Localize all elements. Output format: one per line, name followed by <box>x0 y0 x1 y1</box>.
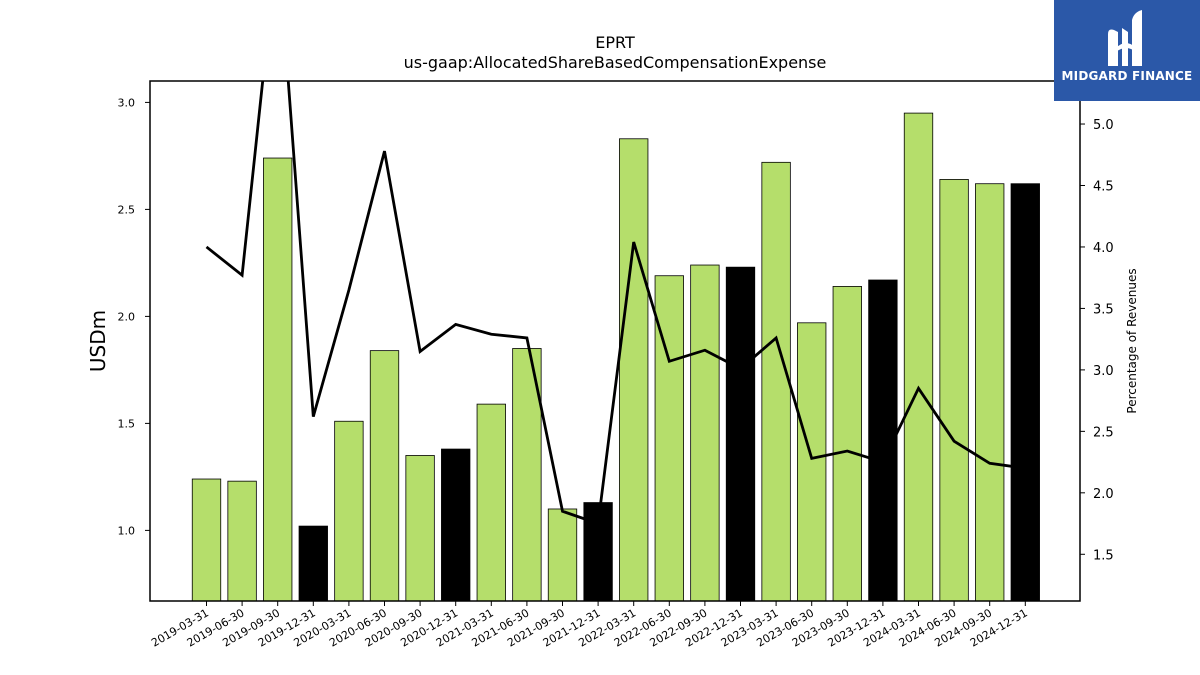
y-axis-left: 1.0 1.5 2.0 2.5 3.0 <box>118 96 150 537</box>
y-tick-label: 1.0 <box>118 524 136 537</box>
bar <box>725 266 756 602</box>
y2-tick-label: 4.0 <box>1093 241 1114 256</box>
bar <box>227 480 257 602</box>
bar <box>263 157 293 602</box>
y-tick-label: 2.0 <box>118 310 136 323</box>
y-axis-right: 1.5 2.0 2.5 3.0 3.5 4.0 4.5 5.0 <box>1080 118 1114 563</box>
bar <box>619 138 649 602</box>
bar <box>832 286 862 602</box>
bar <box>298 525 328 602</box>
bar <box>903 112 934 602</box>
brand-name: MIDGARD FINANCE <box>1061 69 1193 83</box>
y2-tick-label: 5.0 <box>1093 118 1114 133</box>
midgard-logo-icon <box>1108 10 1142 66</box>
bar <box>939 179 969 602</box>
brand-logo: MIDGARD FINANCE <box>1054 0 1200 101</box>
bars <box>191 112 1040 602</box>
y2-axis-label: Percentage of Revenues <box>1125 268 1139 413</box>
y2-tick-label: 1.5 <box>1093 548 1114 563</box>
y-tick-label: 1.5 <box>118 417 136 430</box>
y2-tick-label: 2.0 <box>1093 487 1114 502</box>
bar <box>690 264 720 602</box>
y2-tick-label: 3.5 <box>1093 302 1114 317</box>
bar <box>476 403 506 602</box>
bar <box>1010 183 1040 602</box>
bar <box>369 350 400 602</box>
bar <box>441 448 471 602</box>
line-series <box>205 81 1026 526</box>
chart-title: EPRT <box>595 33 635 52</box>
y2-tick-label: 4.5 <box>1093 179 1114 194</box>
bar <box>761 161 791 602</box>
chart-subtitle: us-gaap:AllocatedShareBasedCompensationE… <box>404 53 827 72</box>
bar <box>405 455 435 602</box>
bar <box>797 322 827 602</box>
y-tick-label: 2.5 <box>118 203 136 216</box>
bar <box>334 420 364 602</box>
bar <box>547 508 578 602</box>
plot-frame <box>149 80 1081 602</box>
y2-tick-label: 2.5 <box>1093 425 1114 440</box>
y2-tick-label: 3.0 <box>1093 364 1114 379</box>
y-tick-label: 3.0 <box>118 96 136 109</box>
x-axis: 2019-03-312019-06-302019-09-302019-12-31… <box>149 601 1030 650</box>
bar <box>975 183 1005 602</box>
y-axis-label: USDm <box>86 310 110 372</box>
bar <box>191 478 222 602</box>
line-path <box>205 81 1026 526</box>
